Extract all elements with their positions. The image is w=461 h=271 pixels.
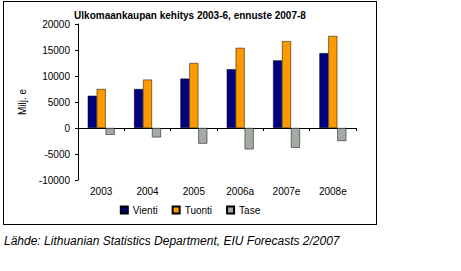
svg-text:5000: 5000	[48, 97, 71, 108]
html-text:Lähde: Lithuanian Statistics D: Lähde: Lithuanian Statistics Department,…	[4, 234, 340, 248]
svg-text:2008e: 2008e	[319, 186, 347, 197]
svg-text:2003: 2003	[90, 186, 113, 197]
svg-text:2006a: 2006a	[226, 186, 254, 197]
svg-text:-5000: -5000	[44, 149, 70, 160]
svg-text:2007e: 2007e	[273, 186, 301, 197]
svg-text:Ulkomaankaupan kehitys 2003-6,: Ulkomaankaupan kehitys 2003-6, ennuste 2…	[74, 10, 306, 21]
svg-text:20000: 20000	[42, 19, 70, 30]
svg-text:-10000: -10000	[39, 175, 71, 186]
svg-text:2005: 2005	[183, 186, 206, 197]
svg-text:Tase: Tase	[239, 205, 261, 216]
svg-text:2004: 2004	[136, 186, 159, 197]
svg-text:Milj. e: Milj. e	[17, 89, 28, 116]
svg-text:Vienti: Vienti	[133, 205, 158, 216]
svg-text:Tuonti: Tuonti	[185, 205, 212, 216]
svg-text:0: 0	[64, 123, 70, 134]
svg-text:10000: 10000	[42, 71, 70, 82]
svg-text:15000: 15000	[42, 45, 70, 56]
